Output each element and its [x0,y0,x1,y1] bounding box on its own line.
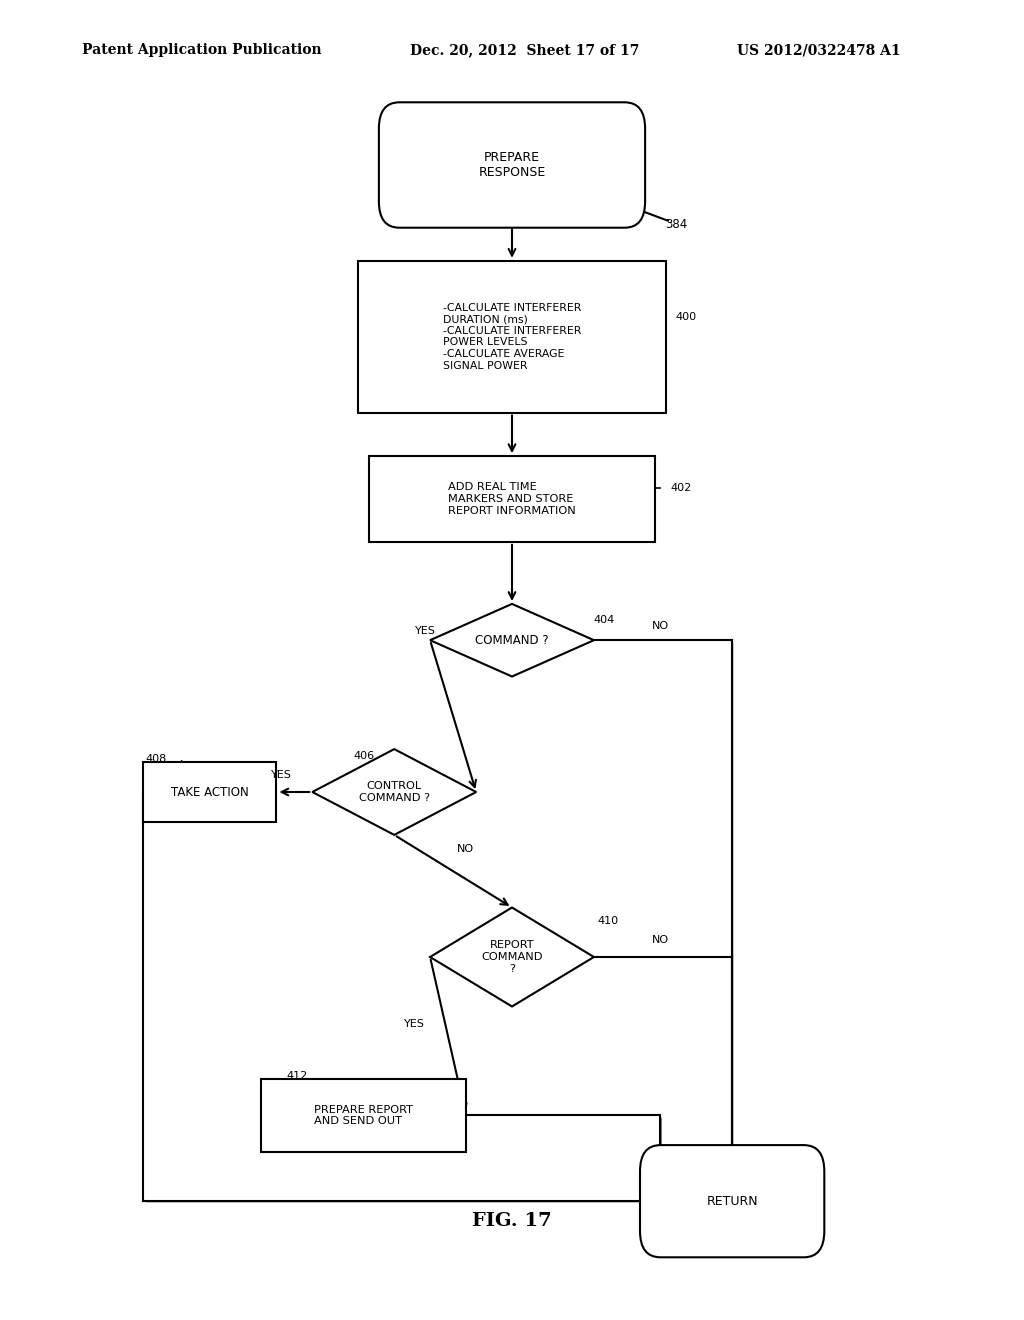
Text: YES: YES [404,1019,425,1030]
Bar [143,762,276,821]
Polygon shape [430,908,594,1006]
Text: -CALCULATE INTERFERER
DURATION (ms)
-CALCULATE INTERFERER
POWER LEVELS
-CALCULAT: -CALCULATE INTERFERER DURATION (ms) -CAL… [442,302,582,371]
Bar [358,261,666,412]
Text: FIG. 17: FIG. 17 [472,1212,552,1230]
Text: 410: 410 [597,916,618,927]
Text: YES: YES [415,626,435,636]
Text: 402: 402 [671,483,692,494]
Text: TAKE ACTION: TAKE ACTION [171,785,249,799]
Text: NO: NO [458,843,474,854]
Bar [261,1080,466,1151]
Text: 404: 404 [594,615,615,626]
Text: 408: 408 [145,754,167,764]
Text: 384: 384 [666,218,688,231]
Text: US 2012/0322478 A1: US 2012/0322478 A1 [737,44,901,57]
FancyBboxPatch shape [379,103,645,227]
Text: 412: 412 [287,1071,308,1081]
Text: PREPARE
RESPONSE: PREPARE RESPONSE [478,150,546,180]
Text: Dec. 20, 2012  Sheet 17 of 17: Dec. 20, 2012 Sheet 17 of 17 [410,44,639,57]
Text: 400: 400 [676,312,697,322]
Text: 406: 406 [353,751,375,762]
Text: RETURN: RETURN [707,1195,758,1208]
Text: REPORT
COMMAND
?: REPORT COMMAND ? [481,940,543,974]
FancyBboxPatch shape [640,1144,824,1257]
Text: ADD REAL TIME
MARKERS AND STORE
REPORT INFORMATION: ADD REAL TIME MARKERS AND STORE REPORT I… [449,482,575,516]
Text: COMMAND ?: COMMAND ? [475,634,549,647]
Polygon shape [312,750,476,834]
Text: PREPARE REPORT
AND SEND OUT: PREPARE REPORT AND SEND OUT [314,1105,413,1126]
Text: Patent Application Publication: Patent Application Publication [82,44,322,57]
Text: YES: YES [271,770,292,780]
Bar [369,455,655,541]
Text: CONTROL
COMMAND ?: CONTROL COMMAND ? [358,781,430,803]
Text: NO: NO [652,620,669,631]
Text: NO: NO [652,935,669,945]
Polygon shape [430,605,594,676]
